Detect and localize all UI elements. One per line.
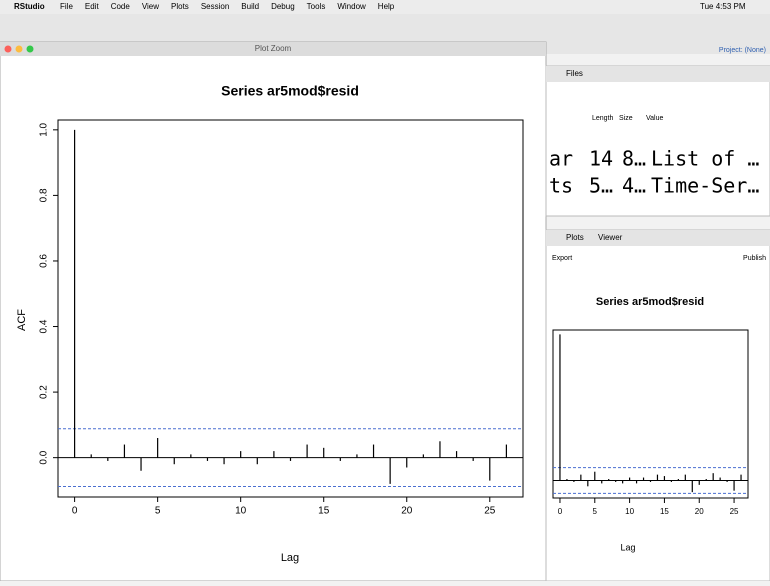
menu-item[interactable]: File xyxy=(60,2,73,11)
zoom-button[interactable] xyxy=(27,46,34,53)
desktop: RStudio Tue 4:53 PM Project: (None) Plot… xyxy=(0,0,770,581)
menu-item[interactable]: Build xyxy=(241,2,259,11)
x-tick-label: 15 xyxy=(318,506,330,517)
menu-item[interactable]: Debug xyxy=(271,2,295,11)
cell: 5… xyxy=(589,174,613,198)
plots-pane xyxy=(546,230,770,581)
menu-item[interactable]: Code xyxy=(111,2,131,11)
app-name: RStudio xyxy=(14,2,45,11)
cell: Time-Ser… xyxy=(651,174,759,198)
x-tick-label: 25 xyxy=(730,507,739,516)
column-header: Size xyxy=(619,115,633,122)
y-tick-label: 1.0 xyxy=(39,122,50,136)
pane-tab[interactable]: Plots xyxy=(566,233,584,242)
x-tick-label: 15 xyxy=(660,507,669,516)
y-tick-label: 0.6 xyxy=(39,254,50,268)
x-tick-label: 20 xyxy=(695,507,704,516)
cell: ts xyxy=(549,174,573,198)
mini-chart-title: Series ar5mod$resid xyxy=(596,296,704,308)
x-tick-label: 20 xyxy=(401,506,413,517)
menu-item[interactable]: Help xyxy=(378,2,395,11)
cell: 8… xyxy=(622,147,646,171)
column-header: Value xyxy=(646,115,663,122)
cell: List of … xyxy=(651,147,759,171)
cell: 14 xyxy=(589,147,613,171)
y-tick-label: 0.4 xyxy=(39,319,50,333)
cell: 4… xyxy=(622,174,646,198)
y-axis-label: ACF xyxy=(16,309,28,331)
y-tick-label: 0.2 xyxy=(39,385,50,399)
toolbar-button[interactable]: Publish xyxy=(743,255,766,262)
minimize-button[interactable] xyxy=(16,46,23,53)
plot-window xyxy=(0,42,546,581)
menu-item[interactable]: View xyxy=(142,2,159,11)
x-tick-label: 10 xyxy=(235,506,247,517)
menu-item[interactable]: Plots xyxy=(171,2,189,11)
x-tick-label: 0 xyxy=(558,507,563,516)
project-button[interactable]: Project: (None) xyxy=(719,47,766,54)
pane-tab[interactable]: Files xyxy=(566,69,583,78)
x-tick-label: 0 xyxy=(72,506,78,517)
y-tick-label: 0.0 xyxy=(39,450,50,464)
pane-tab[interactable]: Viewer xyxy=(598,233,623,242)
toolbar-button[interactable]: Export xyxy=(552,255,572,262)
x-axis-label: Lag xyxy=(281,552,299,564)
mini-x-axis-label: Lag xyxy=(620,542,635,552)
menu-item[interactable]: Session xyxy=(201,2,229,11)
menu-item[interactable]: Tools xyxy=(307,2,326,11)
x-tick-label: 10 xyxy=(625,507,634,516)
close-button[interactable] xyxy=(5,46,12,53)
column-header: Length xyxy=(592,115,614,122)
clock: Tue 4:53 PM xyxy=(700,2,746,11)
window-title: Plot Zoom xyxy=(255,44,292,53)
x-tick-label: 5 xyxy=(593,507,598,516)
x-tick-label: 5 xyxy=(155,506,161,517)
x-tick-label: 25 xyxy=(484,506,496,517)
screen: RStudio Tue 4:53 PM Project: (None) Plot… xyxy=(0,0,770,581)
chart-title: Series ar5mod$resid xyxy=(221,83,359,99)
menu-item[interactable]: Window xyxy=(337,2,366,11)
cell: ar xyxy=(549,147,573,171)
menu-item[interactable]: Edit xyxy=(85,2,100,11)
y-tick-label: 0.8 xyxy=(39,188,50,202)
